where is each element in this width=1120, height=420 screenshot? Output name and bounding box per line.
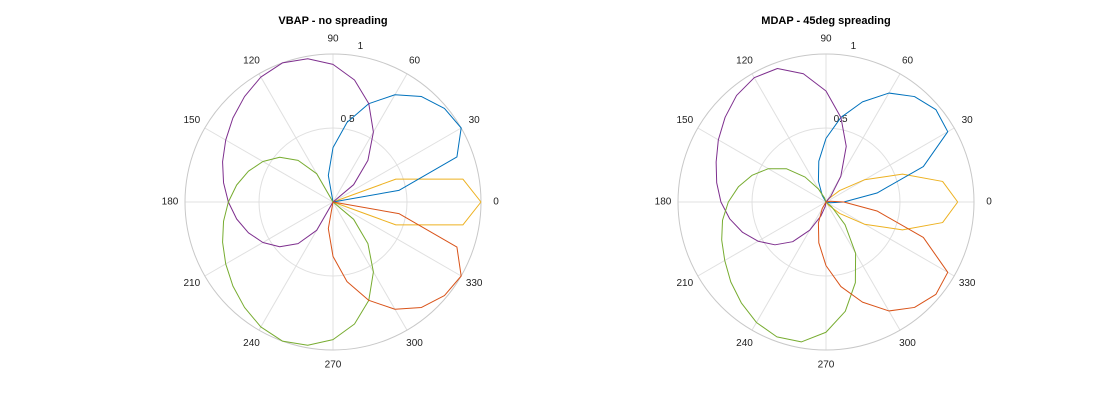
- theta-tick-label: 210: [183, 278, 200, 289]
- theta-tick-label: 270: [325, 360, 342, 371]
- theta-tick-label: 0: [986, 197, 992, 208]
- theta-tick-label: 90: [327, 34, 339, 45]
- r-tick-label: 0.5: [341, 114, 355, 125]
- theta-tick-label: 270: [818, 360, 835, 371]
- series-line: [715, 67, 847, 246]
- theta-tick-label: 120: [243, 55, 260, 66]
- r-tick-label: 1: [851, 41, 857, 52]
- theta-tick-label: 240: [736, 338, 753, 349]
- ring-grid-line: [677, 53, 975, 351]
- theta-tick-label: 60: [409, 55, 421, 66]
- theta-tick-label: 150: [676, 115, 693, 126]
- polar-chart: VBAP - no spreading 0 30 60 90 120 150 180 210 24…: [162, 15, 500, 371]
- theta-tick-label: 120: [736, 55, 753, 66]
- chart-title: MDAP - 45deg spreading: [761, 15, 890, 27]
- theta-tick-label: 330: [959, 278, 976, 289]
- series-line: [327, 94, 462, 203]
- chart-title: VBAP - no spreading: [278, 15, 387, 27]
- series-line: [721, 168, 857, 343]
- polar-chart: MDAP - 45deg spreading 0 30 60 90 120 150 180 21…: [655, 15, 993, 371]
- series-line: [222, 156, 374, 346]
- theta-tick-label: 330: [466, 278, 483, 289]
- series-line: [817, 200, 949, 312]
- r-tick-label: 1: [358, 41, 364, 52]
- series-line: [327, 201, 462, 310]
- ring-grid-line: [751, 127, 901, 277]
- series-line: [222, 58, 374, 248]
- series-line: [817, 92, 949, 204]
- theta-tick-label: 240: [243, 338, 260, 349]
- theta-tick-label: 150: [183, 115, 200, 126]
- ring-grid-line: [258, 127, 408, 277]
- theta-tick-label: 30: [962, 115, 974, 126]
- theta-tick-label: 90: [820, 34, 832, 45]
- theta-tick-label: 210: [676, 278, 693, 289]
- theta-tick-label: 0: [493, 197, 499, 208]
- theta-tick-label: 60: [902, 55, 914, 66]
- theta-tick-label: 180: [655, 197, 672, 208]
- theta-tick-label: 180: [162, 197, 179, 208]
- theta-tick-label: 300: [899, 338, 916, 349]
- theta-tick-label: 300: [406, 338, 423, 349]
- theta-tick-label: 30: [469, 115, 481, 126]
